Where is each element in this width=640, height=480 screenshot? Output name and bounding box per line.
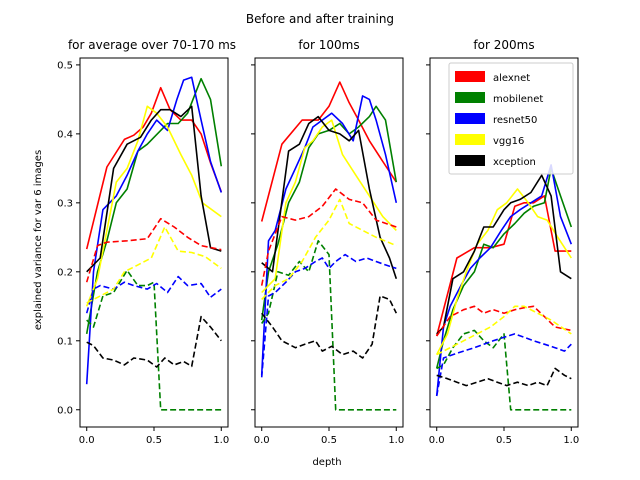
series-xception-solid <box>261 115 398 279</box>
legend-label-resnet50: resnet50 <box>493 115 537 126</box>
subplot-1: for average over 70-170 ms 0.0 0.5 1.0 0.0 0.… <box>57 38 236 446</box>
series-alexnet-dashed <box>436 305 572 337</box>
x-tick-label: 1.0 <box>388 435 404 446</box>
series-vgg16-dashed <box>261 198 397 300</box>
series-mobilenet-solid <box>85 77 223 335</box>
figure-suptitle: Before and after training <box>246 12 394 26</box>
legend-label-mobilenet: mobilenet <box>493 94 543 105</box>
series-alexnet-dashed <box>85 217 222 283</box>
x-tick-label: 0.5 <box>496 435 512 446</box>
series-resnet50-solid <box>435 164 573 397</box>
series-lines <box>260 81 398 411</box>
y-tick-label: 0.3 <box>57 198 73 209</box>
series-resnet50-dashed <box>435 333 572 397</box>
y-tick-label: 0.1 <box>57 336 73 347</box>
y-axis-label: explained variance for var 6 images <box>33 150 44 330</box>
x-tick-label: 0.0 <box>79 435 95 446</box>
legend-swatch-xception <box>455 155 485 166</box>
subplot-title: for average over 70-170 ms <box>68 38 236 52</box>
x-tick-label: 1.0 <box>563 435 579 446</box>
series-mobilenet-dashed <box>261 240 397 411</box>
subplot-title: for 100ms <box>298 38 359 52</box>
series-xception-dashed <box>261 295 398 359</box>
series-resnet50-dashed <box>260 253 397 378</box>
series-alexnet-dashed <box>260 188 397 286</box>
subplot-3: for 200ms 0.0 0.5 1.0 alexnet mobilenet resnet… <box>426 38 579 446</box>
legend-label-alexnet: alexnet <box>493 73 530 84</box>
legend-swatch-resnet50 <box>455 113 485 124</box>
series-vgg16-dashed <box>436 305 572 356</box>
subplots: for average over 70-170 ms 0.0 0.5 1.0 0.0 0.… <box>57 38 579 446</box>
series-mobilenet-dashed <box>436 329 572 411</box>
y-tick-label: 0.0 <box>57 405 73 416</box>
legend-swatch-vgg16 <box>455 134 485 145</box>
series-alexnet-solid <box>260 81 397 222</box>
series-mobilenet-dashed <box>86 269 222 411</box>
legend: alexnet mobilenet resnet50 vgg16 xception <box>448 62 574 175</box>
series-vgg16-solid <box>85 105 222 307</box>
series-vgg16-solid <box>261 119 397 294</box>
x-tick-label: 0.5 <box>321 435 337 446</box>
legend-swatch-mobilenet <box>455 92 485 103</box>
series-alexnet-solid <box>85 86 223 250</box>
legend-swatch-alexnet <box>455 71 485 82</box>
x-axis-label: depth <box>312 457 341 468</box>
x-tick-label: 0.0 <box>254 435 270 446</box>
subplot-2: for 100ms 0.0 0.5 1.0 <box>251 38 404 446</box>
legend-frame <box>448 62 574 175</box>
x-tick-label: 0.0 <box>429 435 445 446</box>
y-tick-label: 0.4 <box>57 129 73 140</box>
series-lines <box>435 164 573 411</box>
series-vgg16-solid <box>435 188 572 355</box>
legend-label-vgg16: vgg16 <box>493 136 524 147</box>
y-tick-label: 0.2 <box>57 267 73 278</box>
series-xception-dashed <box>436 367 572 387</box>
x-tick-label: 1.0 <box>213 435 229 446</box>
series-xception-dashed <box>86 315 222 368</box>
y-tick-label: 0.5 <box>57 60 73 71</box>
x-tick-label: 0.5 <box>146 435 162 446</box>
subplot-title: for 200ms <box>473 38 534 52</box>
legend-label-xception: xception <box>493 157 536 168</box>
series-xception-solid <box>86 105 222 273</box>
series-alexnet-solid <box>435 195 572 337</box>
series-lines <box>85 76 223 411</box>
series-xception-solid <box>436 174 572 335</box>
